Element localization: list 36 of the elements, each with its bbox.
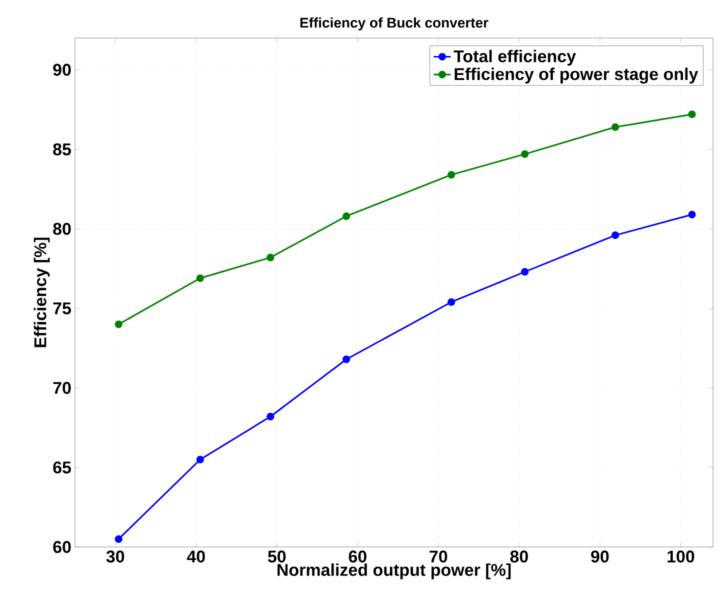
x-tick-label: 100 [668, 550, 694, 563]
chart-title: Efficiency of Buck converter [300, 17, 488, 30]
point [688, 110, 696, 118]
point [114, 320, 122, 328]
y-tick-label: 60 [53, 540, 71, 554]
x-tick-label: 50 [268, 550, 286, 563]
y-axis-title: Efficiency [%] [34, 238, 50, 348]
point [521, 268, 529, 276]
point [688, 210, 696, 218]
y-tick-label: 90 [53, 64, 71, 76]
x-tick-label: 80 [510, 550, 528, 563]
legend-label: Efficiency of power stage only [454, 68, 698, 84]
legend-label: Total efficiency [454, 50, 576, 66]
point [342, 356, 350, 364]
y-tick-label: 75 [53, 302, 71, 314]
point [114, 535, 122, 543]
point [611, 123, 620, 131]
point [448, 298, 456, 306]
y-tick-label: 70 [53, 382, 71, 394]
point [266, 412, 274, 420]
point [196, 274, 204, 282]
x-tick-label: 40 [186, 550, 205, 563]
y-tick-label: 65 [53, 461, 71, 474]
x-tick-label: 70 [430, 550, 448, 563]
y-tick-label: 85 [53, 143, 71, 156]
point [521, 150, 529, 158]
y-tick-label: 80 [53, 222, 71, 235]
x-tick-label: 60 [348, 550, 366, 563]
point [448, 170, 456, 179]
point [196, 456, 204, 464]
x-tick-label: 30 [106, 550, 124, 563]
point [342, 212, 350, 220]
point [266, 254, 274, 262]
x-axis-title: Normalized output power [%] [278, 563, 511, 580]
point [611, 231, 620, 240]
x-tick-label: 90 [591, 550, 609, 563]
